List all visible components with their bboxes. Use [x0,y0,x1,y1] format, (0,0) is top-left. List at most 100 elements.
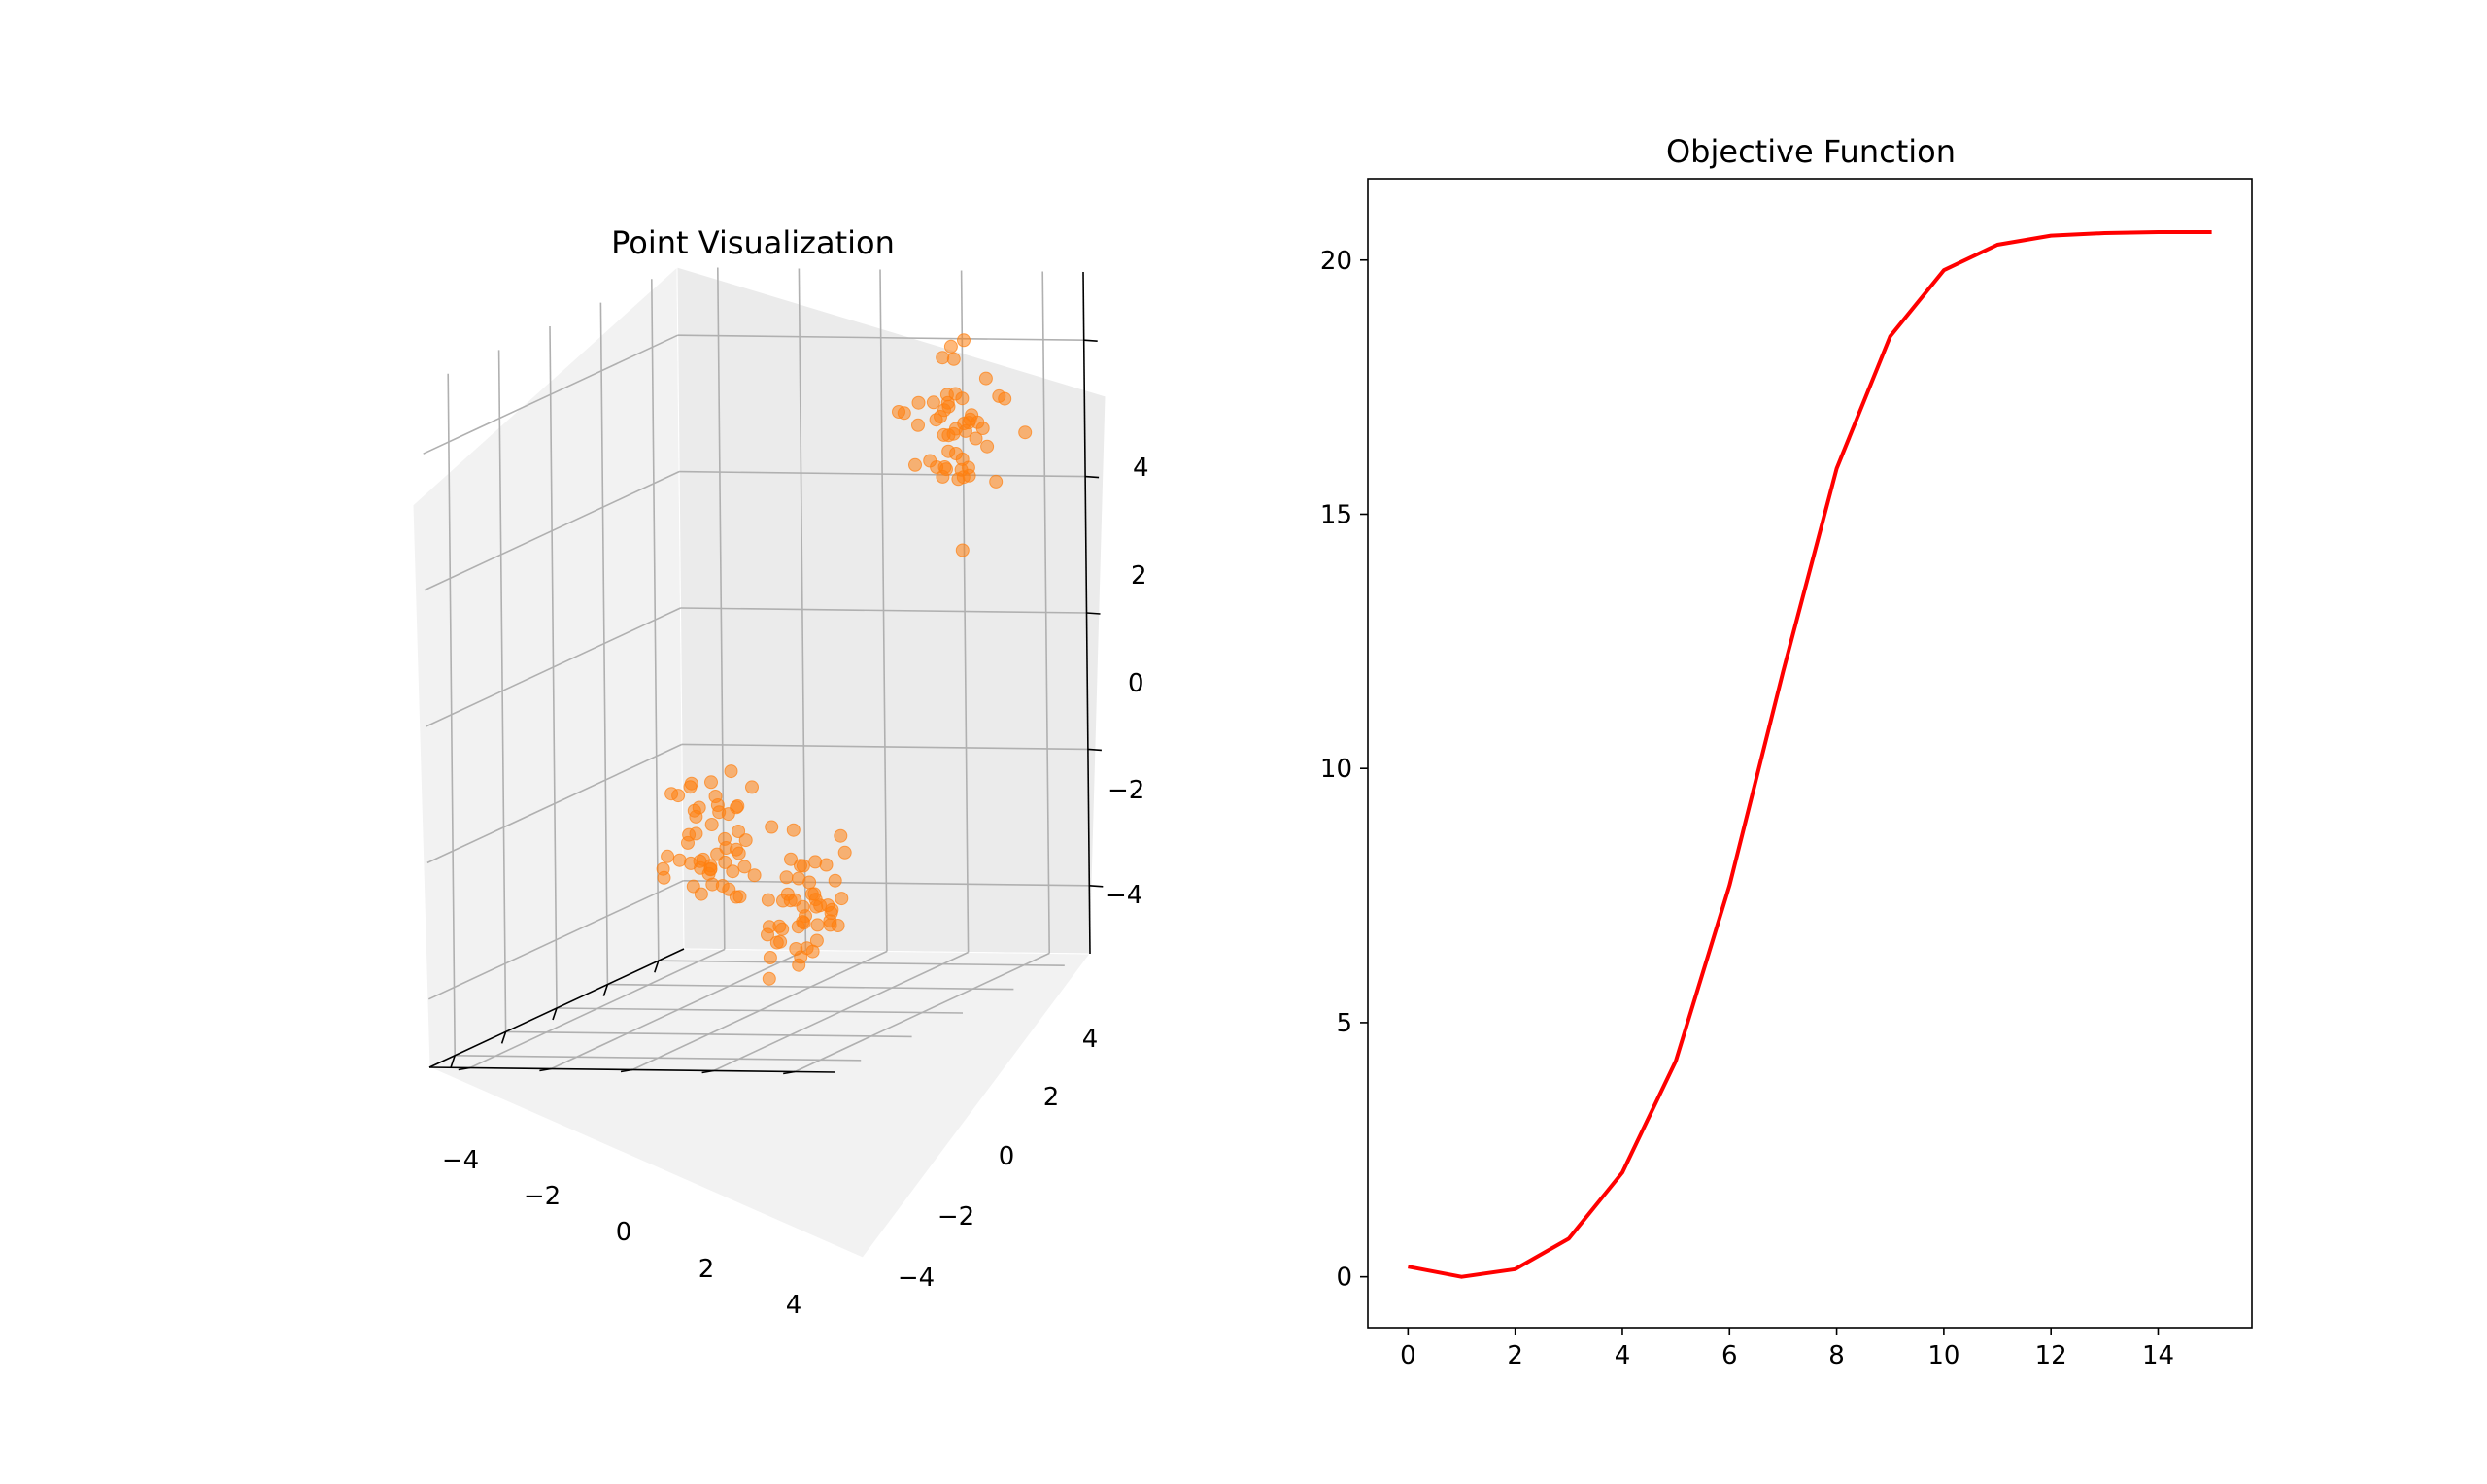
scatter-point [715,879,730,893]
y-tick-label: 5 [1336,1009,1352,1038]
y-axis-tick [783,1070,796,1075]
point-visualization-axes: Point Visualization 4 2 0 −2 −4 −4 −2 0 … [412,224,1149,1320]
y-tick-label: 15 [1320,500,1352,529]
scatter-point [936,351,950,365]
grid-line [505,1030,912,1038]
x-tick-label: −4 [442,1146,479,1175]
scatter-point [943,339,958,354]
scatter-point [732,825,746,838]
scatter-point [1018,425,1033,440]
scatter-point [835,892,849,906]
line-ticks: 0 2 4 6 8 10 12 14 0 5 10 15 20 [1320,247,2174,1370]
scatter-point [794,859,807,873]
x-tick-label: 0 [1400,1341,1416,1370]
scatter-point [819,858,834,872]
scatter-point [689,826,703,841]
scatter-point [911,418,925,432]
scatter-point [724,764,738,779]
scatter-point [930,460,944,474]
scatter-point [745,780,759,794]
scatter-point [969,431,983,446]
scatter-point [831,919,845,932]
scatter-point [946,352,961,366]
y-tick-label: 10 [1320,755,1352,784]
scatter-point [708,790,723,803]
y-tick-label: 20 [1320,247,1352,276]
grid-line [497,350,507,1032]
z-tick-label: 2 [1131,561,1147,590]
grid-line [424,470,680,591]
scatter-point [672,853,687,867]
z-axis-tick [1087,748,1102,752]
scatter-point [805,944,820,959]
scatter-point [897,406,911,421]
x-tick-label: 12 [2035,1341,2067,1370]
scatter-point [791,920,805,934]
x-axis-tick [552,1007,558,1021]
scatter-point [837,845,852,860]
z-tick-label: 4 [1133,454,1149,483]
scatter-point [784,852,798,866]
series-line-objective [1408,230,2212,1279]
x-tick-label: 4 [1615,1341,1631,1370]
scatter-point [762,920,776,934]
scatter-point [929,413,943,427]
y-tick-label: 0 [1336,1264,1352,1293]
grid-3d [423,267,1090,1073]
scatter-point [792,871,805,886]
x-axis-tick [450,1055,456,1068]
scatter-point [939,388,954,402]
x-tick-label: 10 [1927,1341,1959,1370]
x-tick-label: 6 [1721,1341,1738,1370]
scatter-point [809,899,824,914]
x-tick-label: 0 [616,1218,632,1247]
grid-line [794,952,1050,1073]
scatter-point [911,395,926,410]
z-tick-label: 0 [1128,669,1144,698]
x-tick-label: 2 [1507,1341,1523,1370]
scatter-point [828,873,842,888]
scatter-point [664,787,679,801]
x-tick-label: 8 [1828,1341,1845,1370]
objective-function-axes: Objective Function 0 2 4 6 8 10 12 14 0 5 10 15 20 [1320,133,2253,1370]
plot-frame [1367,178,2253,1329]
scatter-point [810,918,825,932]
x-tick-label: 4 [786,1291,802,1320]
scatter-point [779,870,794,885]
scatter-point [761,893,775,907]
scatter-point [694,887,708,901]
scatter-point [955,543,970,557]
y-axis-tick [539,1067,552,1072]
y-tick-label: 4 [1082,1025,1099,1054]
scatter-point [763,951,777,964]
y-axis-tick [701,1069,714,1074]
scatter-point [926,395,940,410]
x-tick-label: 14 [2142,1341,2174,1370]
grid-line [447,373,456,1056]
scatter-point [796,899,810,914]
scatter-point [694,860,708,875]
z-axis-tick [1085,475,1100,479]
scatter-point [786,823,801,837]
scatter-point [783,894,798,908]
scatter-point [980,439,995,454]
z-axis-tick [1083,339,1098,342]
scatter-point [704,818,719,831]
y-axis-tick [458,1066,470,1071]
scatter-point [961,460,975,475]
chart-title-objective-function: Objective Function [1666,133,1956,170]
scatter-point [656,861,670,876]
scatter-point [719,841,733,855]
y-tick-label: −2 [937,1202,974,1231]
scatter-point [726,864,740,879]
grid-line [680,607,1087,614]
scatter-point [732,846,746,860]
grid-line [713,951,969,1072]
scatter-point [737,860,752,874]
x-axis-tick [654,960,660,973]
scatter-point [957,333,971,348]
scatter-point [834,828,848,843]
axes-3d-lines [428,271,1104,1075]
scatter-point [978,371,993,386]
